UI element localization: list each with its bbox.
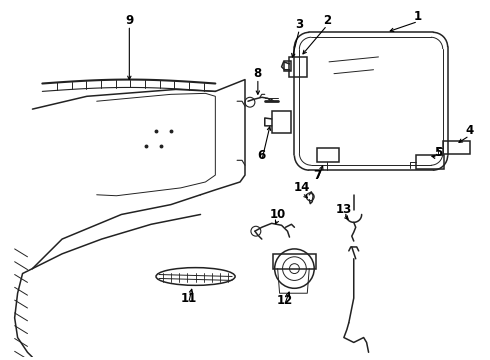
Bar — [272, 254, 316, 269]
Bar — [290, 57, 307, 77]
Text: 2: 2 — [323, 14, 331, 27]
Text: 4: 4 — [466, 124, 473, 137]
Bar — [443, 141, 470, 154]
Text: 13: 13 — [336, 203, 352, 216]
Text: 6: 6 — [258, 149, 266, 162]
Bar — [416, 156, 444, 169]
Text: 12: 12 — [276, 294, 293, 307]
Text: 9: 9 — [125, 14, 133, 27]
Bar — [317, 148, 339, 162]
Text: 11: 11 — [180, 292, 197, 305]
Text: 14: 14 — [294, 181, 311, 194]
Bar — [284, 61, 292, 71]
Text: 5: 5 — [434, 146, 442, 159]
Text: 8: 8 — [254, 67, 262, 80]
Text: 10: 10 — [270, 208, 286, 221]
Text: 1: 1 — [414, 10, 422, 23]
Text: 3: 3 — [295, 18, 303, 31]
Bar — [271, 111, 292, 133]
Text: 7: 7 — [313, 168, 321, 181]
